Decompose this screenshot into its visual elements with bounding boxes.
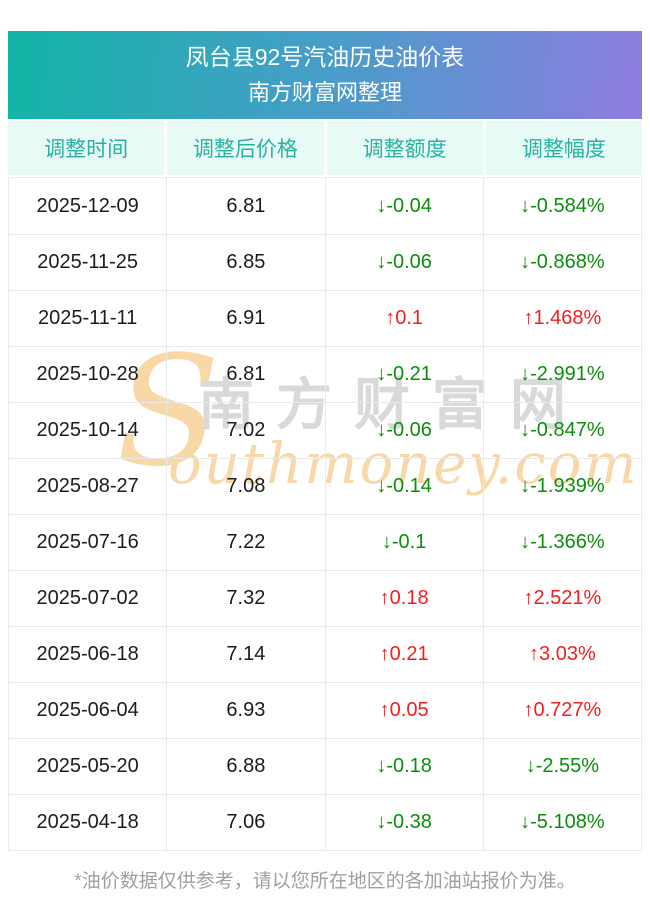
cell-adjust-date: 2025-04-18 — [36, 811, 139, 833]
cell-adjust-date: 2025-10-14 — [36, 419, 139, 441]
cell-adjusted-price: 6.85 — [166, 235, 324, 290]
cell-change-percent: ↓-0.584% — [482, 178, 641, 234]
cell-change-percent: ↑0.727% — [482, 683, 641, 738]
cell-adjusted-price: 7.32 — [166, 571, 324, 626]
price-table-body: 2025-12-09 6.81 ↓-0.04 ↓-0.584% 2025-11-… — [8, 177, 642, 851]
cell-change-percent: ↓-2.991% — [482, 347, 641, 402]
table-row: 2025-08-27 7.08 ↓-0.14 ↓-1.939% — [9, 458, 641, 514]
cell-change-percent: ↑3.03% — [482, 627, 641, 682]
cell-change-amount: ↓-0.04 — [324, 178, 483, 234]
cell-adjust-date: 2025-11-11 — [37, 307, 138, 329]
cell-adjust-date: 2025-12-09 — [36, 194, 139, 217]
cell-change-amount: ↓-0.1 — [324, 515, 483, 570]
cell-change-amount: ↓-0.18 — [324, 739, 483, 794]
table-header-row: 调整时间 调整后价格 调整额度 调整幅度 — [8, 121, 642, 175]
cell-change-amount: ↓-0.06 — [324, 235, 483, 290]
table-row: 2025-10-14 7.02 ↓-0.06 ↓-0.847% — [9, 402, 641, 458]
cell-adjust-date: 2025-08-27 — [36, 475, 139, 497]
cell-change-percent: ↓-0.847% — [482, 403, 641, 458]
table-row: 2025-04-18 7.06 ↓-0.38 ↓-5.108% — [9, 794, 641, 850]
cell-adjust-date: 2025-06-04 — [36, 699, 139, 721]
cell-change-percent: ↓-1.939% — [482, 459, 641, 514]
cell-change-amount: ↑0.1 — [324, 291, 483, 346]
cell-change-amount: ↑0.18 — [324, 571, 483, 626]
cell-adjusted-price: 6.81 — [166, 178, 324, 234]
cell-adjusted-price: 7.06 — [166, 795, 324, 850]
cell-change-amount: ↓-0.38 — [324, 795, 483, 850]
cell-change-amount: ↓-0.06 — [324, 403, 483, 458]
cell-adjusted-price: 6.91 — [166, 291, 324, 346]
cell-adjusted-price: 7.22 — [166, 515, 324, 570]
cell-change-percent: ↓-0.868% — [482, 235, 641, 290]
column-header-adjust-amount: 调整额度 — [326, 121, 483, 175]
cell-adjust-date: 2025-07-02 — [36, 587, 139, 609]
page-subtitle: 南方财富网整理 — [247, 80, 402, 105]
column-header-adjust-percent: 调整幅度 — [485, 121, 642, 175]
cell-change-percent: ↓-2.55% — [482, 739, 641, 794]
cell-change-percent: ↓-5.108% — [482, 795, 641, 850]
table-row: 2025-07-02 7.32 ↑0.18 ↑2.521% — [9, 570, 641, 626]
footnote: *油价数据仅供参考，请以您所在地区的各加油站报价为准。 — [74, 871, 576, 892]
cell-adjusted-price: 6.81 — [166, 347, 324, 402]
column-header-adjusted-price: 调整后价格 — [167, 121, 324, 175]
table-row: 2025-11-11 6.91 ↑0.1 ↑1.468% — [9, 290, 641, 346]
page-title: 凤台县92号汽油历史油价表 — [185, 44, 465, 70]
cell-adjust-date: 2025-11-25 — [37, 251, 139, 273]
cell-adjusted-price: 7.08 — [166, 459, 324, 514]
cell-adjusted-price: 7.02 — [166, 403, 324, 458]
table-row: 2025-11-25 6.85 ↓-0.06 ↓-0.868% — [9, 234, 641, 290]
cell-change-percent: ↑1.468% — [482, 291, 641, 346]
cell-change-amount: ↓-0.21 — [324, 347, 483, 402]
cell-change-amount: ↓-0.14 — [324, 459, 483, 514]
cell-adjust-date: 2025-06-18 — [36, 643, 139, 665]
cell-change-amount: ↑0.05 — [324, 683, 483, 738]
cell-change-percent: ↓-1.366% — [482, 515, 641, 570]
table-row: 2025-06-04 6.93 ↑0.05 ↑0.727% — [9, 682, 641, 738]
cell-change-amount: ↑0.21 — [324, 627, 483, 682]
cell-change-percent: ↑2.521% — [482, 571, 641, 626]
cell-adjust-date: 2025-07-16 — [36, 531, 139, 553]
table-row: 2025-12-09 6.81 ↓-0.04 ↓-0.584% — [9, 178, 641, 234]
table-row: 2025-05-20 6.88 ↓-0.18 ↓-2.55% — [9, 738, 641, 794]
column-header-adjust-date: 调整时间 — [8, 121, 165, 175]
table-row: 2025-10-28 6.81 ↓-0.21 ↓-2.991% — [9, 346, 641, 402]
table-row: 2025-07-16 7.22 ↓-0.1 ↓-1.366% — [9, 514, 641, 570]
title-banner: 凤台县92号汽油历史油价表 南方财富网整理 — [8, 31, 642, 119]
cell-adjusted-price: 6.93 — [166, 683, 324, 738]
cell-adjust-date: 2025-10-28 — [36, 363, 139, 385]
table-row: 2025-06-18 7.14 ↑0.21 ↑3.03% — [9, 626, 641, 682]
cell-adjusted-price: 6.88 — [166, 739, 324, 794]
cell-adjust-date: 2025-05-20 — [36, 755, 139, 777]
cell-adjusted-price: 7.14 — [166, 627, 324, 682]
